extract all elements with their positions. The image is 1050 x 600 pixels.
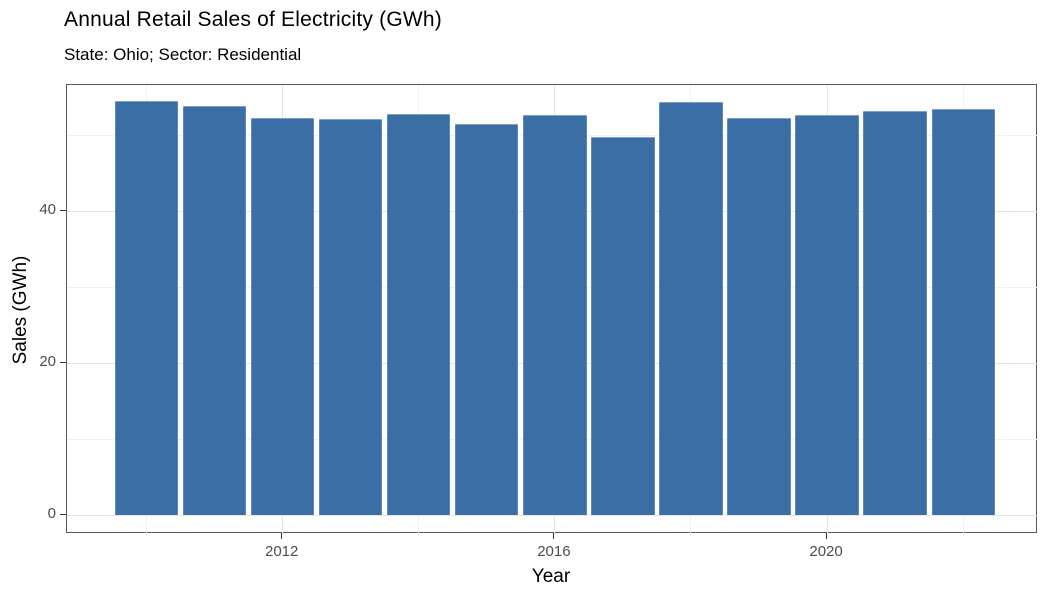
y-tick-label: 0 [47,505,56,522]
bar-2022 [931,109,995,515]
y-axis-tick [60,513,66,515]
x-axis-title: Year [531,566,571,587]
chart-subtitle: State: Ohio; Sector: Residential [64,45,302,64]
bar-2021 [863,110,927,515]
y-tick-label: 20 [39,353,56,371]
x-axis-tick [553,533,555,539]
grid-major-horizontal [67,514,1038,516]
y-axis-title: Sales (GWh) [10,255,31,365]
bar-2016 [523,115,587,515]
x-axis-tick [825,533,827,539]
bar-2012 [251,117,315,515]
x-axis-tick [281,533,283,539]
y-axis-tick [60,361,66,363]
y-tick-label: 40 [39,201,56,219]
chart-title: Annual Retail Sales of Electricity (GWh) [64,8,442,31]
bar-2015 [455,123,519,515]
bar-2011 [183,106,247,515]
bar-2019 [727,118,791,515]
x-tick-label: 2012 [265,543,299,560]
bar-2017 [591,137,655,515]
x-tick-label: 2020 [809,543,843,560]
bar-2013 [319,119,383,515]
bar-2018 [659,101,723,515]
x-tick-label: 2016 [537,543,571,560]
y-axis-tick [60,209,66,211]
bar-2020 [795,115,859,515]
bar-2014 [387,113,451,515]
bar-2010 [114,100,179,515]
plot-panel [66,84,1038,534]
